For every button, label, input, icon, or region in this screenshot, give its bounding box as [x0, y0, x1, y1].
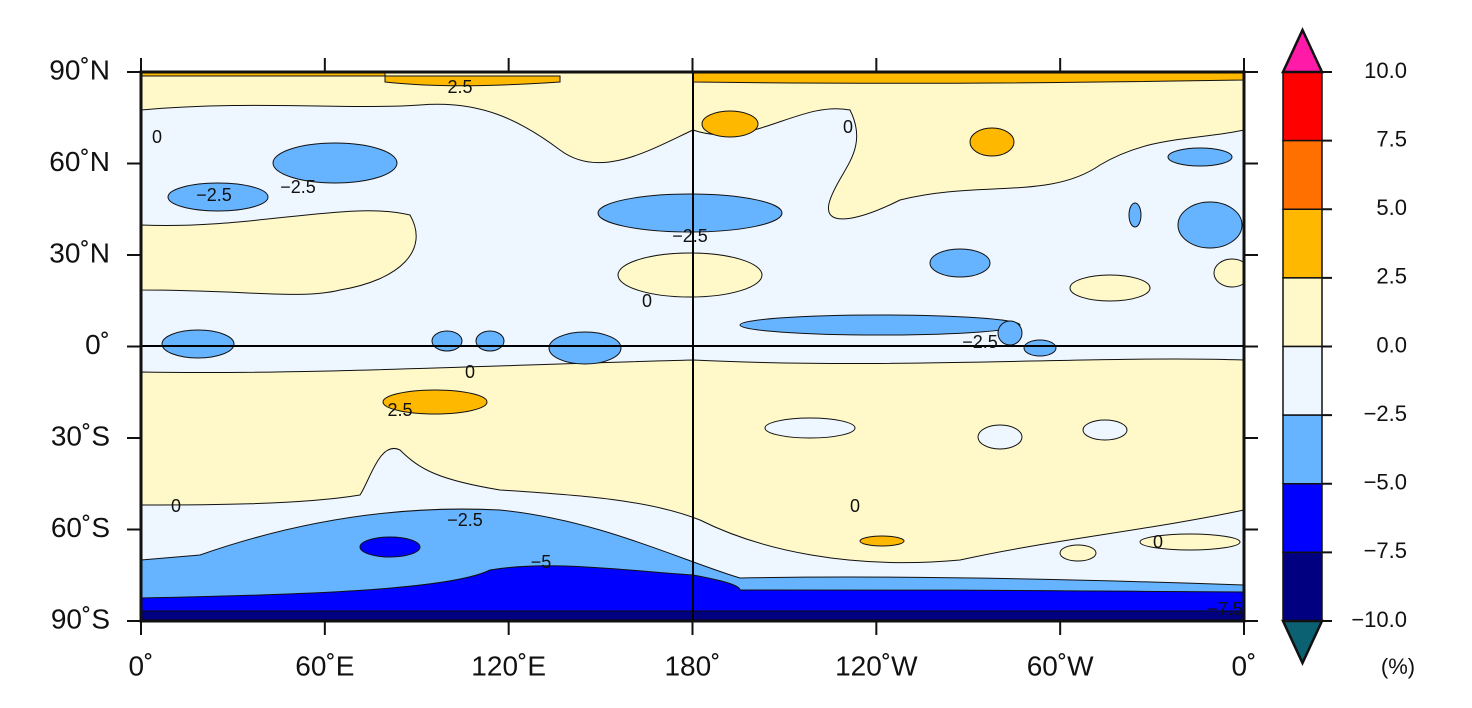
region [141, 210, 417, 295]
region [1177, 201, 1243, 249]
region [548, 331, 622, 365]
region [1082, 419, 1128, 441]
contour-label: 0 [171, 496, 181, 516]
lat-tick-label: 30˚S [51, 420, 110, 451]
colorbar-unit: (%) [1381, 654, 1415, 679]
region [359, 536, 421, 558]
colorbar-band [1282, 208, 1323, 279]
region [739, 314, 1021, 336]
region [701, 110, 759, 138]
region [929, 248, 991, 278]
colorbar-label: 5.0 [1376, 195, 1407, 220]
region [1069, 274, 1151, 302]
colorbar-band [1282, 71, 1323, 142]
lon-tick-label: 180˚ [664, 650, 720, 681]
contour-label: −5 [531, 552, 552, 572]
contour-label: −2.5 [196, 185, 232, 205]
colorbar-label: 7.5 [1376, 126, 1407, 151]
region [764, 417, 856, 439]
region [1139, 533, 1241, 551]
region [167, 182, 269, 212]
colorbar-label: −2.5 [1364, 401, 1407, 426]
region [272, 142, 398, 184]
region [1059, 544, 1097, 562]
lat-tick-label: 60˚S [51, 512, 110, 543]
contour-label: 0 [465, 362, 475, 382]
colorbar-band [1282, 414, 1323, 485]
lat-tick-label: 60˚N [49, 146, 110, 177]
contour-label: 0 [152, 127, 162, 147]
region [382, 389, 488, 415]
contour-label: −2.5 [672, 226, 708, 246]
region [692, 72, 1244, 84]
lon-tick-label: 0˚ [1232, 650, 1257, 681]
colorbar-band [1282, 277, 1323, 348]
region [969, 127, 1015, 157]
lat-tick-label: 30˚N [49, 237, 110, 268]
lat-tick-label: 90˚S [51, 603, 110, 634]
map-area [141, 72, 1244, 621]
contour-label: 0 [642, 291, 652, 311]
contour-label: −2.5 [280, 177, 316, 197]
region [384, 75, 561, 87]
region [597, 193, 783, 233]
colorbar-band [1282, 345, 1323, 416]
lon-tick-label: 120˚E [471, 650, 546, 681]
contour-label: −7.5 [1207, 599, 1243, 619]
contour-label: −2.5 [962, 332, 998, 352]
colorbar-label: 2.5 [1376, 264, 1407, 289]
lon-tick-label: 0˚ [129, 650, 154, 681]
colorbar-label: 0.0 [1376, 332, 1407, 357]
lon-tick-label: 120˚W [835, 650, 918, 681]
region [977, 424, 1023, 450]
contour-label: 0 [850, 496, 860, 516]
lon-tick-label: 60˚E [295, 650, 354, 681]
contour-label: 0 [1153, 532, 1163, 552]
region [859, 535, 905, 547]
colorbar-label: −5.0 [1364, 470, 1407, 495]
colorbar-extend-bottom [1281, 619, 1324, 666]
colorbar-label: 10.0 [1364, 58, 1407, 83]
contour-label: −2.5 [447, 510, 483, 530]
lon-tick-label: 60˚W [1027, 650, 1094, 681]
contour-label: 2.5 [387, 400, 412, 420]
region [1213, 258, 1244, 288]
colorbar-label: −10.0 [1351, 607, 1407, 632]
colorbar-band [1282, 139, 1323, 210]
region [1128, 202, 1142, 228]
contour-label: 0 [843, 117, 853, 137]
region [141, 72, 1244, 220]
region [617, 252, 763, 298]
lat-tick-label: 0˚ [85, 329, 110, 360]
region [997, 320, 1023, 346]
axes: 0˚ 60˚E 120˚E 180˚ 120˚W 60˚W 0˚ 90˚N 60˚N 30˚N 0˚… [49, 54, 1258, 681]
region [431, 330, 463, 352]
region [1167, 147, 1233, 167]
region [1023, 339, 1057, 357]
colorbar-label: −7.5 [1364, 538, 1407, 563]
contour-label: 2.5 [447, 77, 472, 97]
region [475, 330, 505, 352]
lat-tick-label: 90˚N [49, 54, 110, 85]
colorbar-band [1282, 483, 1323, 554]
region [161, 329, 235, 359]
colorbar-band [1282, 551, 1323, 622]
colorbar: 10.0 7.5 5.0 2.5 0.0 −2.5 −5.0 −7.5 −10.0 (%) [1281, 27, 1415, 679]
colorbar-extend-top [1281, 27, 1324, 74]
contour-labels: 2.5 0 0 −2.5 −2.5 −2.5 0 −2.5 0 2.5 0 0 −2.5 −5 0 −7.5 [152, 77, 1243, 619]
